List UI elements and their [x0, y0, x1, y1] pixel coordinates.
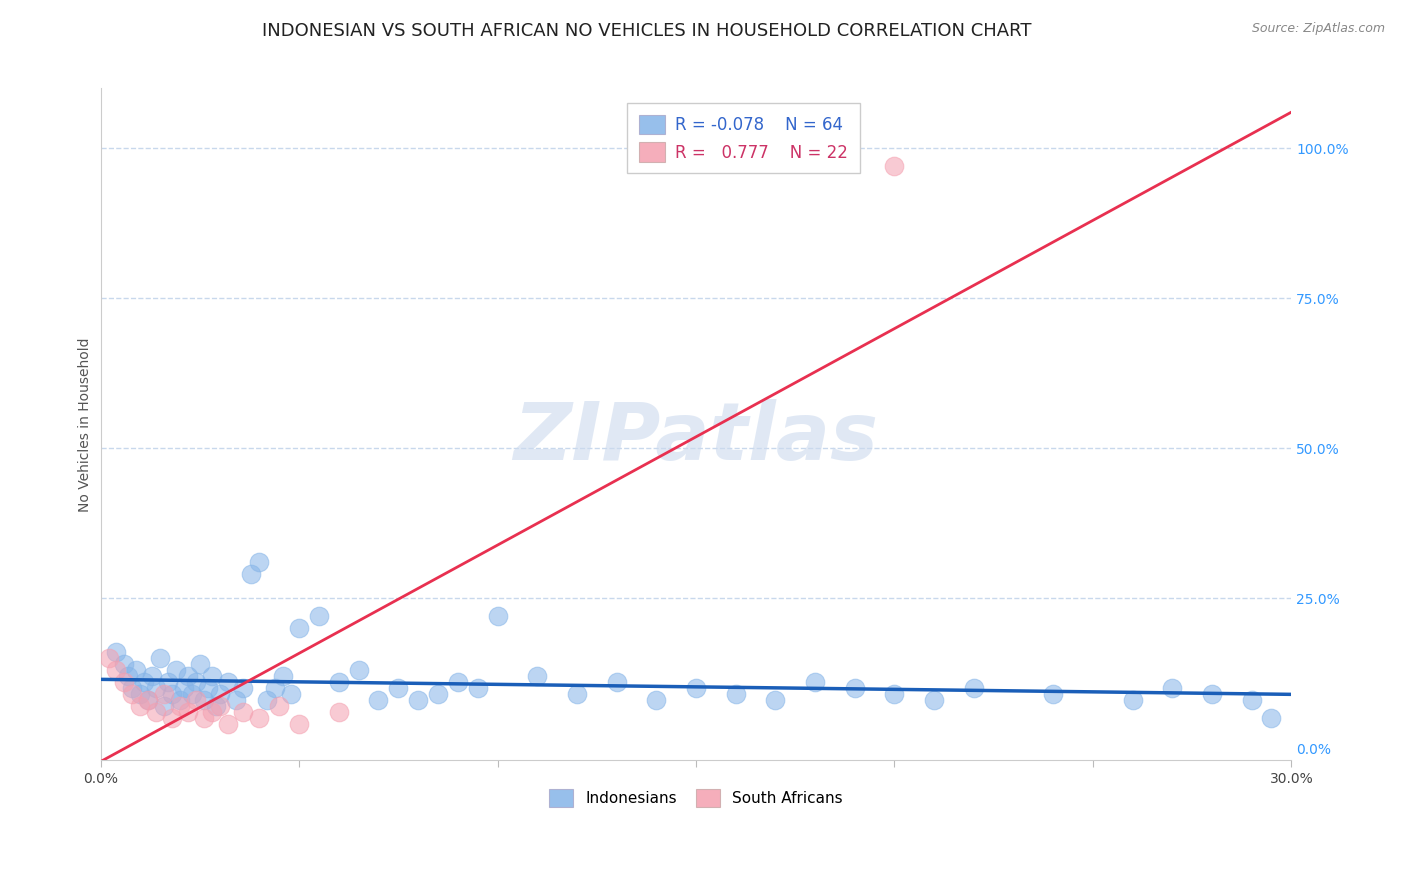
Point — [1161, 681, 1184, 696]
Point — [217, 675, 239, 690]
Point — [208, 699, 231, 714]
Point — [883, 687, 905, 701]
Point — [136, 693, 159, 707]
Point — [447, 675, 470, 690]
Point — [141, 669, 163, 683]
Point — [121, 681, 143, 696]
Point — [883, 159, 905, 173]
Point — [153, 699, 176, 714]
Point — [160, 711, 183, 725]
Point — [193, 693, 215, 707]
Point — [247, 711, 270, 725]
Point — [247, 555, 270, 569]
Point — [197, 681, 219, 696]
Point — [685, 681, 707, 696]
Point — [129, 687, 152, 701]
Text: ZIPatlas: ZIPatlas — [513, 399, 879, 476]
Point — [193, 711, 215, 725]
Point — [1122, 693, 1144, 707]
Point — [308, 609, 330, 624]
Point — [153, 687, 176, 701]
Point — [269, 699, 291, 714]
Point — [121, 687, 143, 701]
Point — [201, 669, 224, 683]
Point — [256, 693, 278, 707]
Point — [645, 693, 668, 707]
Point — [149, 651, 172, 665]
Point — [844, 681, 866, 696]
Point — [963, 681, 986, 696]
Point — [288, 717, 311, 731]
Point — [406, 693, 429, 707]
Point — [105, 645, 128, 659]
Point — [724, 687, 747, 701]
Text: INDONESIAN VS SOUTH AFRICAN NO VEHICLES IN HOUSEHOLD CORRELATION CHART: INDONESIAN VS SOUTH AFRICAN NO VEHICLES … — [262, 22, 1032, 40]
Point — [169, 699, 191, 714]
Point — [165, 664, 187, 678]
Point — [134, 675, 156, 690]
Point — [367, 693, 389, 707]
Point — [264, 681, 287, 696]
Point — [328, 706, 350, 720]
Point — [160, 687, 183, 701]
Point — [208, 687, 231, 701]
Y-axis label: No Vehicles in Household: No Vehicles in Household — [79, 337, 93, 511]
Point — [1260, 711, 1282, 725]
Point — [112, 675, 135, 690]
Point — [173, 681, 195, 696]
Text: Source: ZipAtlas.com: Source: ZipAtlas.com — [1251, 22, 1385, 36]
Point — [125, 664, 148, 678]
Point — [225, 693, 247, 707]
Point — [280, 687, 302, 701]
Point — [145, 706, 167, 720]
Point — [217, 717, 239, 731]
Point — [105, 664, 128, 678]
Point — [804, 675, 827, 690]
Point — [201, 706, 224, 720]
Point — [328, 675, 350, 690]
Point — [1240, 693, 1263, 707]
Point — [129, 699, 152, 714]
Point — [117, 669, 139, 683]
Point — [427, 687, 450, 701]
Point — [387, 681, 409, 696]
Point — [526, 669, 548, 683]
Point — [288, 621, 311, 635]
Point — [157, 675, 180, 690]
Legend: Indonesians, South Africans: Indonesians, South Africans — [543, 783, 849, 814]
Point — [204, 699, 226, 714]
Point — [606, 675, 628, 690]
Point — [1201, 687, 1223, 701]
Point — [97, 651, 120, 665]
Point — [467, 681, 489, 696]
Point — [240, 567, 263, 582]
Point — [184, 693, 207, 707]
Point — [486, 609, 509, 624]
Point — [232, 706, 254, 720]
Point — [112, 657, 135, 672]
Point — [180, 687, 202, 701]
Point — [565, 687, 588, 701]
Point — [184, 675, 207, 690]
Point — [188, 657, 211, 672]
Point — [136, 693, 159, 707]
Point — [763, 693, 786, 707]
Point — [922, 693, 945, 707]
Point — [177, 706, 200, 720]
Point — [145, 681, 167, 696]
Point — [177, 669, 200, 683]
Point — [169, 693, 191, 707]
Point — [271, 669, 294, 683]
Point — [1042, 687, 1064, 701]
Point — [232, 681, 254, 696]
Point — [347, 664, 370, 678]
